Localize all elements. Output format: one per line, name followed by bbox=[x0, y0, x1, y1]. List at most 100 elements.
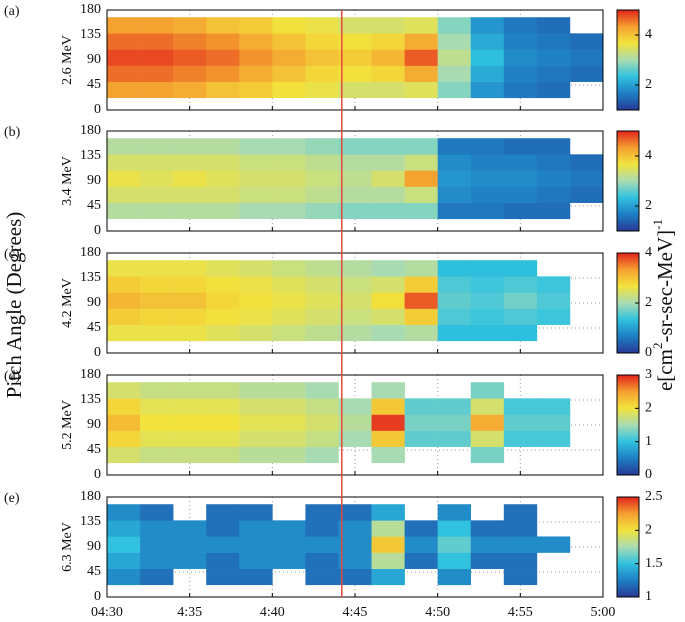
heatmap-cell bbox=[239, 49, 273, 66]
heatmap-cell bbox=[206, 186, 240, 203]
heatmap-cell bbox=[338, 138, 372, 155]
heatmap-cell bbox=[305, 446, 339, 464]
heatmap-cell bbox=[437, 65, 472, 82]
colorbar-tick-label: 2.5 bbox=[645, 489, 663, 504]
heatmap-cell bbox=[404, 65, 438, 82]
y-tick-label: 0 bbox=[94, 102, 101, 117]
heatmap-cell bbox=[173, 324, 207, 342]
heatmap-cell bbox=[305, 81, 339, 99]
heatmap-cell bbox=[470, 65, 505, 82]
panel-label: (e) bbox=[4, 491, 20, 506]
heatmap-cell bbox=[569, 170, 604, 187]
heatmap-cell bbox=[107, 308, 141, 325]
y-tick-label: 135 bbox=[80, 392, 101, 407]
heatmap-cell bbox=[272, 170, 306, 187]
heatmap-cell bbox=[272, 276, 306, 293]
heatmap-cell bbox=[503, 398, 538, 415]
heatmap-cell bbox=[206, 154, 240, 171]
heatmap-cell bbox=[503, 81, 538, 99]
heatmap-cell bbox=[470, 414, 505, 431]
heatmap-cell bbox=[173, 170, 207, 187]
heatmap-cell bbox=[536, 49, 571, 66]
heatmap-cell bbox=[107, 138, 141, 155]
heatmap-cell bbox=[140, 186, 174, 203]
heatmap-cell bbox=[239, 17, 273, 34]
heatmap-cell bbox=[536, 536, 571, 553]
heatmap-cell bbox=[272, 81, 306, 99]
heatmap-cell bbox=[140, 292, 174, 309]
heatmap-cell bbox=[107, 81, 141, 99]
heatmap-cell bbox=[239, 138, 273, 155]
heatmap-cell bbox=[272, 414, 306, 431]
heatmap-cell bbox=[371, 276, 405, 293]
heatmap-cell bbox=[437, 186, 472, 203]
heatmap-cell bbox=[140, 276, 174, 293]
heatmap-cell bbox=[173, 186, 207, 203]
y-tick-label: 45 bbox=[87, 320, 101, 335]
heatmap-cell bbox=[107, 414, 141, 431]
heatmap-cell bbox=[107, 398, 141, 415]
heatmap-cell bbox=[536, 81, 571, 99]
heatmap-cell bbox=[272, 33, 306, 50]
heatmap-cell bbox=[305, 49, 339, 66]
panel-label: (c) bbox=[4, 247, 20, 262]
heatmap-cell bbox=[140, 170, 174, 187]
plot-frame bbox=[106, 130, 604, 232]
heatmap-cell bbox=[503, 324, 538, 342]
plot-frame bbox=[106, 496, 604, 598]
panel-ylabel: 2.6 MeV bbox=[60, 35, 75, 85]
heatmap-cell bbox=[470, 49, 505, 66]
heatmap-cell bbox=[140, 154, 174, 171]
heatmap-cell bbox=[140, 430, 174, 447]
heatmap-cell bbox=[239, 324, 273, 342]
heatmap-cell bbox=[140, 382, 174, 399]
heatmap-cell bbox=[206, 260, 240, 277]
heatmap-cell bbox=[338, 430, 372, 447]
heatmap-cell bbox=[107, 154, 141, 171]
heatmap-cell bbox=[206, 520, 240, 537]
heatmap-cell bbox=[206, 568, 240, 586]
heatmap-cell bbox=[173, 33, 207, 50]
heatmap-cell bbox=[503, 520, 538, 537]
heatmap-cell bbox=[503, 49, 538, 66]
heatmap-cell bbox=[206, 398, 240, 415]
heatmap-cell bbox=[206, 65, 240, 82]
heatmap-cell bbox=[569, 186, 604, 203]
heatmap-cell bbox=[239, 170, 273, 187]
heatmap-cell bbox=[239, 414, 273, 431]
heatmap-cell bbox=[371, 504, 405, 521]
heatmap-cell bbox=[272, 536, 306, 553]
heatmap-cell bbox=[206, 308, 240, 325]
heatmap-cell bbox=[503, 308, 538, 325]
heatmap-cell bbox=[206, 446, 240, 464]
heatmap-cell bbox=[206, 536, 240, 553]
y-tick-label: 135 bbox=[80, 27, 101, 42]
heatmap-cell bbox=[437, 504, 472, 521]
heatmap-cell bbox=[272, 430, 306, 447]
colorbar-label-part: -sr-sec-MeV] bbox=[653, 230, 677, 343]
y-tick-label: 0 bbox=[94, 223, 101, 238]
y-tick-label: 45 bbox=[87, 77, 101, 92]
heatmap-cell bbox=[107, 382, 141, 399]
heatmap-cell bbox=[272, 552, 306, 569]
heatmap-cell bbox=[140, 568, 174, 586]
heatmap-cell bbox=[338, 504, 372, 521]
heatmap-cell bbox=[173, 382, 207, 399]
heatmap-cell bbox=[503, 65, 538, 82]
heatmap-cell bbox=[107, 446, 141, 464]
heatmap-cell bbox=[239, 398, 273, 415]
heatmap-cell bbox=[173, 276, 207, 293]
panel-ylabel: 4.2 MeV bbox=[60, 278, 75, 328]
heatmap-cell bbox=[206, 49, 240, 66]
heatmap-cell bbox=[140, 308, 174, 325]
heatmap-cell bbox=[470, 446, 505, 464]
heatmap-cell bbox=[437, 292, 472, 309]
heatmap-cell bbox=[404, 138, 438, 155]
panel-label: (b) bbox=[4, 125, 21, 140]
heatmap-cell bbox=[371, 65, 405, 82]
heatmap-cell bbox=[371, 324, 405, 342]
x-tick-label: 04:30 bbox=[91, 605, 123, 620]
heatmap-cell bbox=[404, 260, 438, 277]
heatmap-cell bbox=[503, 292, 538, 309]
y-tick-label: 180 bbox=[80, 489, 101, 504]
